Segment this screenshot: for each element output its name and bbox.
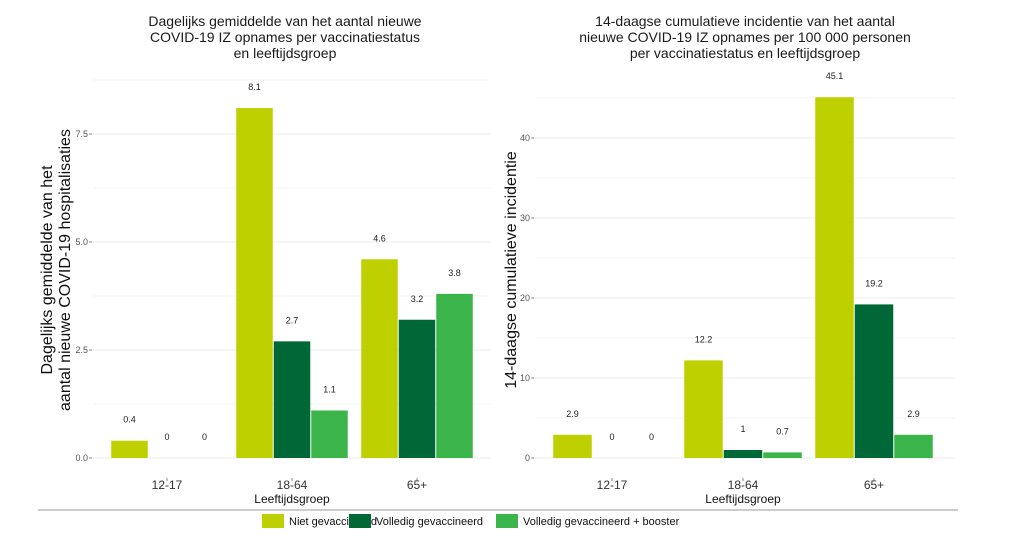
bar <box>273 341 311 458</box>
legend-swatch <box>496 514 518 528</box>
chart-title-line: nieuwe COVID-19 IZ opnames per 100 000 p… <box>579 29 911 45</box>
data-label: 12.2 <box>695 334 713 344</box>
x-axis-label: Leeftijdsgroep <box>705 492 781 506</box>
bar <box>553 434 592 458</box>
y-tick-label: 40 <box>520 133 530 143</box>
y-tick-label: 5.0 <box>75 237 88 247</box>
bar <box>236 108 273 458</box>
chart-title-line: Dagelijks gemiddelde van het aantal nieu… <box>148 13 421 29</box>
legend-swatch <box>349 514 371 528</box>
bar <box>854 304 894 458</box>
y-axis-label-line: Dagelijks gemiddelde van het <box>39 165 56 375</box>
chart-title-line: per vaccinatiestatus en leeftijdsgroep <box>630 45 861 61</box>
y-axis-label: Dagelijks gemiddelde van hetaantal nieuw… <box>39 129 74 411</box>
bar <box>361 259 398 458</box>
data-label: 1.1 <box>323 384 336 394</box>
data-label: 0 <box>164 432 169 442</box>
y-axis-label-line: aantal nieuwe COVID-19 hospitalisaties <box>57 129 74 411</box>
legend-swatch <box>262 514 284 528</box>
data-label: 0 <box>649 432 654 442</box>
chart-panel-left: Dagelijks gemiddelde van het aantal nieu… <box>39 13 490 506</box>
data-label: 1 <box>740 424 745 434</box>
chart-title: Dagelijks gemiddelde van het aantal nieu… <box>148 13 421 61</box>
data-label: 0.7 <box>776 426 789 436</box>
y-tick-label: 2.5 <box>75 345 88 355</box>
chart-title: 14-daagse cumulatieve incidentie van het… <box>579 13 911 61</box>
chart-title-line: en leeftijdsgroep <box>234 45 337 61</box>
bar <box>723 450 763 458</box>
bar <box>311 410 348 458</box>
x-tick-label: 18-64 <box>277 478 308 492</box>
legend-label: Volledig gevaccineerd <box>376 516 483 528</box>
bar <box>398 319 436 458</box>
data-label: 0 <box>202 432 207 442</box>
x-tick-label: 12-17 <box>152 478 183 492</box>
chart-title-line: 14-daagse cumulatieve incidentie van het… <box>595 13 895 29</box>
chart-panel-right: 14-daagse cumulatieve incidentie van het… <box>503 13 955 506</box>
y-tick-label: 20 <box>520 293 530 303</box>
data-label: 4.6 <box>373 233 386 243</box>
bar <box>684 360 723 458</box>
bar <box>815 97 854 458</box>
y-tick-label: 30 <box>520 213 530 223</box>
chart-title-line: COVID-19 IZ opnames per vaccinatiestatus <box>150 29 420 45</box>
y-axis-label-line: 14-daagse cumulatieve incidentie <box>503 151 520 389</box>
bar <box>894 434 933 458</box>
bar <box>436 293 473 458</box>
data-label: 45.1 <box>826 71 844 81</box>
data-label: 2.9 <box>566 409 579 419</box>
data-label: 2.7 <box>286 315 299 325</box>
data-label: 19.2 <box>865 278 883 288</box>
y-tick-label: 0 <box>525 453 530 463</box>
bar <box>763 452 802 458</box>
x-tick-label: 18-64 <box>728 478 759 492</box>
x-tick-label: 12-17 <box>597 478 628 492</box>
y-tick-label: 0.0 <box>75 453 88 463</box>
data-label: 0 <box>609 432 614 442</box>
x-axis-label: Leeftijdsgroep <box>254 492 330 506</box>
y-tick-label: 10 <box>520 373 530 383</box>
x-tick-label: 65+ <box>407 478 427 492</box>
data-label: 3.2 <box>411 294 424 304</box>
data-label: 8.1 <box>248 82 261 92</box>
legend-label: Volledig gevaccineerd + booster <box>523 516 680 528</box>
bar <box>111 440 148 458</box>
data-label: 2.9 <box>907 409 920 419</box>
x-tick-label: 65+ <box>864 478 884 492</box>
data-label: 0.4 <box>123 415 136 425</box>
y-tick-label: 7.5 <box>75 129 88 139</box>
data-label: 3.8 <box>448 268 461 278</box>
y-axis-label: 14-daagse cumulatieve incidentie <box>503 151 520 389</box>
